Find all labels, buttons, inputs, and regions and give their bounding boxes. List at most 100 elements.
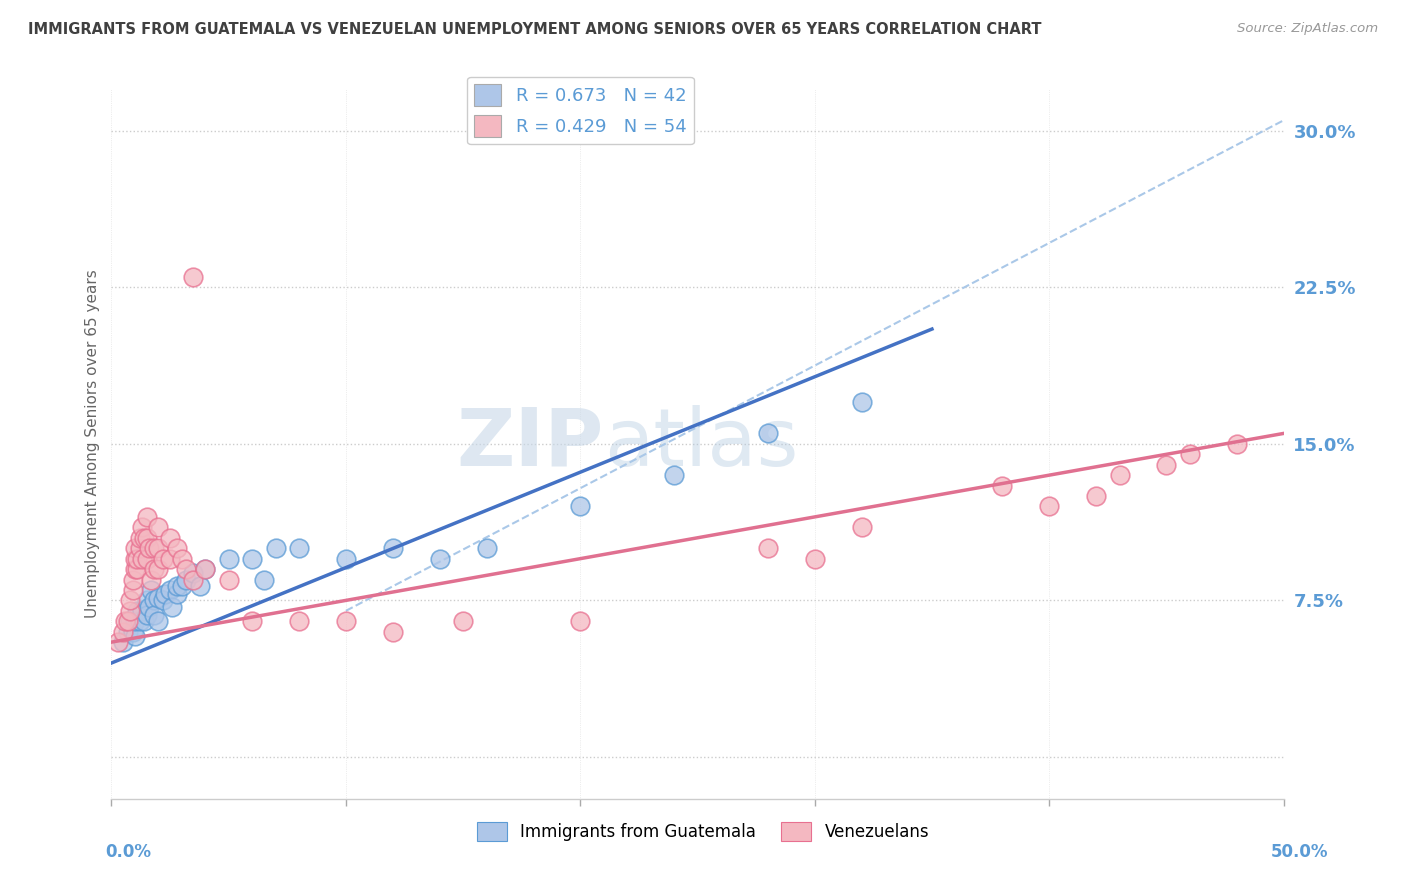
- Point: [135, 593, 157, 607]
- Point: [194, 562, 217, 576]
- Point: [218, 573, 240, 587]
- Point: [124, 551, 146, 566]
- Point: [121, 582, 143, 597]
- Point: [142, 541, 165, 556]
- Point: [124, 614, 146, 628]
- Point: [117, 614, 139, 628]
- Point: [127, 604, 149, 618]
- Point: [1178, 447, 1201, 461]
- Point: [190, 579, 212, 593]
- Point: [148, 614, 170, 628]
- Point: [475, 541, 498, 556]
- Point: [170, 551, 193, 566]
- Point: [194, 562, 217, 576]
- Text: IMMIGRANTS FROM GUATEMALA VS VENEZUELAN UNEMPLOYMENT AMONG SENIORS OVER 65 YEARS: IMMIGRANTS FROM GUATEMALA VS VENEZUELAN …: [28, 22, 1042, 37]
- Point: [124, 629, 146, 643]
- Legend: Immigrants from Guatemala, Venezuelans: Immigrants from Guatemala, Venezuelans: [470, 815, 936, 848]
- Text: 0.0%: 0.0%: [105, 843, 152, 861]
- Point: [148, 541, 170, 556]
- Point: [152, 551, 174, 566]
- Point: [148, 520, 170, 534]
- Point: [135, 551, 157, 566]
- Point: [288, 541, 311, 556]
- Point: [114, 614, 136, 628]
- Point: [166, 587, 188, 601]
- Point: [134, 531, 156, 545]
- Point: [159, 582, 181, 597]
- Point: [131, 604, 153, 618]
- Point: [138, 541, 160, 556]
- Point: [240, 614, 263, 628]
- Point: [131, 551, 153, 566]
- Point: [1108, 468, 1130, 483]
- Point: [335, 551, 357, 566]
- Point: [148, 562, 170, 576]
- Point: [135, 531, 157, 545]
- Legend: R = 0.673   N = 42, R = 0.429   N = 54: R = 0.673 N = 42, R = 0.429 N = 54: [467, 77, 693, 145]
- Point: [112, 624, 135, 639]
- Point: [141, 573, 163, 587]
- Point: [152, 593, 174, 607]
- Point: [176, 562, 198, 576]
- Point: [127, 551, 149, 566]
- Point: [183, 269, 205, 284]
- Point: [1226, 437, 1249, 451]
- Point: [851, 520, 873, 534]
- Point: [135, 509, 157, 524]
- Text: 50.0%: 50.0%: [1271, 843, 1329, 861]
- Point: [142, 607, 165, 622]
- Point: [451, 614, 474, 628]
- Point: [662, 468, 685, 483]
- Text: atlas: atlas: [603, 405, 799, 483]
- Y-axis label: Unemployment Among Seniors over 65 years: Unemployment Among Seniors over 65 years: [86, 269, 100, 618]
- Point: [134, 614, 156, 628]
- Point: [166, 579, 188, 593]
- Point: [264, 541, 287, 556]
- Point: [159, 531, 181, 545]
- Point: [1085, 489, 1108, 503]
- Text: Source: ZipAtlas.com: Source: ZipAtlas.com: [1237, 22, 1378, 36]
- Point: [288, 614, 311, 628]
- Point: [128, 541, 150, 556]
- Point: [120, 614, 142, 628]
- Point: [851, 395, 873, 409]
- Point: [381, 541, 404, 556]
- Text: ZIP: ZIP: [457, 405, 603, 483]
- Point: [253, 573, 276, 587]
- Point: [120, 593, 142, 607]
- Point: [335, 614, 357, 628]
- Point: [991, 478, 1014, 492]
- Point: [159, 551, 181, 566]
- Point: [240, 551, 263, 566]
- Point: [128, 531, 150, 545]
- Point: [142, 593, 165, 607]
- Point: [124, 562, 146, 576]
- Point: [128, 614, 150, 628]
- Point: [381, 624, 404, 639]
- Point: [112, 635, 135, 649]
- Point: [107, 635, 129, 649]
- Point: [569, 614, 592, 628]
- Point: [117, 624, 139, 639]
- Point: [756, 541, 779, 556]
- Point: [155, 587, 177, 601]
- Point: [142, 562, 165, 576]
- Point: [803, 551, 825, 566]
- Point: [166, 541, 188, 556]
- Point: [121, 573, 143, 587]
- Point: [131, 520, 153, 534]
- Point: [183, 566, 205, 581]
- Point: [756, 426, 779, 441]
- Point: [121, 624, 143, 639]
- Point: [429, 551, 451, 566]
- Point: [138, 599, 160, 614]
- Point: [120, 604, 142, 618]
- Point: [162, 599, 184, 614]
- Point: [569, 500, 592, 514]
- Point: [1156, 458, 1178, 472]
- Point: [135, 607, 157, 622]
- Point: [141, 582, 163, 597]
- Point: [183, 573, 205, 587]
- Point: [148, 591, 170, 606]
- Point: [124, 541, 146, 556]
